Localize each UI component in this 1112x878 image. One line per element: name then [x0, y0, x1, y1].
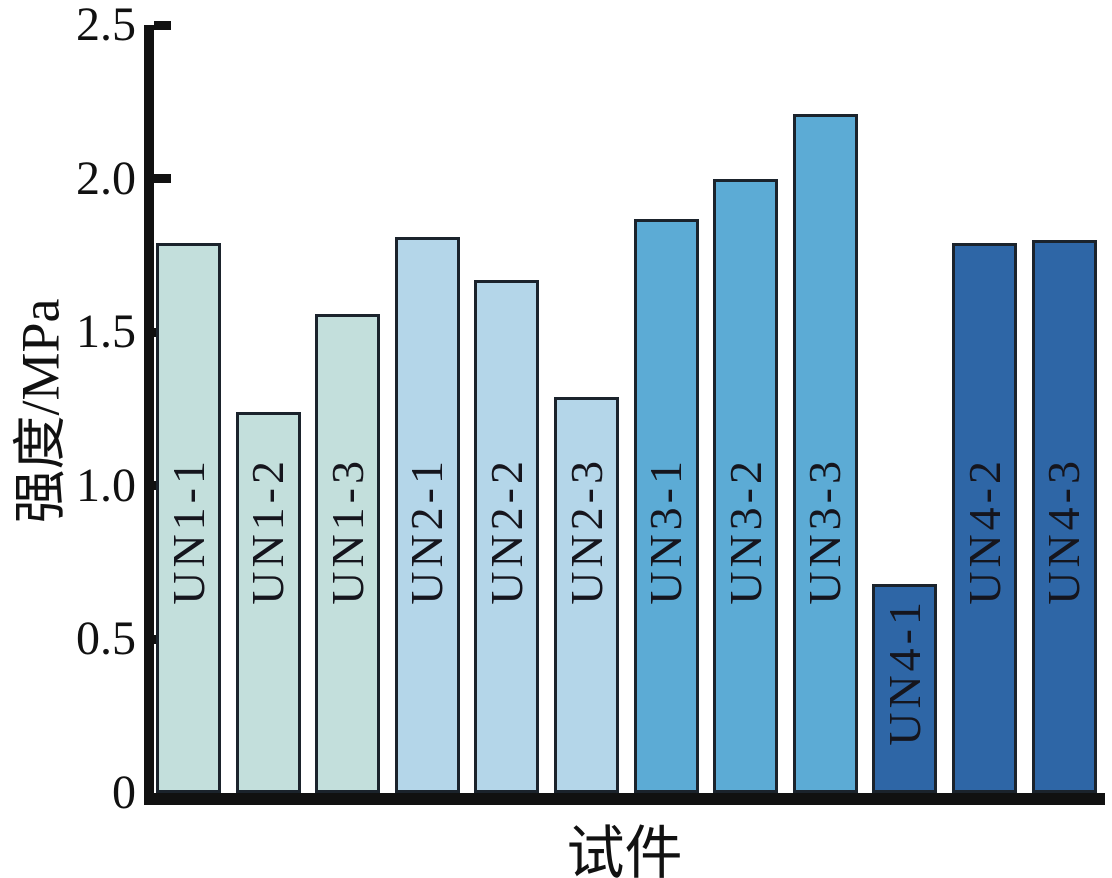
- bar: UN3-2: [713, 178, 779, 793]
- bar: UN4-3: [1031, 240, 1097, 793]
- bar: UN3-1: [633, 218, 699, 793]
- bar-label: UN3-1: [640, 457, 692, 605]
- x-axis-title: 试件: [566, 821, 683, 878]
- bar: UN2-2: [474, 279, 540, 793]
- bar-label: UN1-2: [242, 457, 294, 605]
- y-tick-label: 2.0: [76, 151, 136, 205]
- bar-label: UN2-3: [560, 457, 612, 605]
- y-tick-label: 0.5: [76, 612, 136, 666]
- bar-label: UN3-2: [719, 457, 771, 605]
- bar-label: UN2-1: [401, 457, 453, 605]
- bar: UN4-1: [872, 584, 938, 793]
- y-tick-label: 1.0: [76, 458, 136, 512]
- bar-label: UN4-1: [878, 598, 930, 747]
- bar: UN2-3: [554, 396, 619, 793]
- bar-label: UN1-3: [321, 457, 373, 605]
- bar: UN1-1: [156, 243, 221, 793]
- bar: UN1-3: [315, 313, 381, 793]
- bar-label: UN1-1: [162, 457, 214, 605]
- y-tick-label: 2.5: [76, 0, 136, 51]
- y-tick-mark: [154, 20, 171, 30]
- y-axis-line: [144, 25, 154, 805]
- bar-label: UN4-2: [958, 457, 1010, 605]
- bar: UN3-3: [792, 114, 858, 793]
- y-tick-label: 1.5: [76, 305, 136, 359]
- bar-label: UN3-3: [799, 457, 851, 605]
- y-tick-label: 0: [112, 766, 136, 819]
- bar: UN4-2: [952, 243, 1017, 793]
- y-tick-mark: [154, 174, 171, 184]
- bar-label: UN4-3: [1038, 457, 1090, 605]
- bar: UN2-1: [394, 236, 460, 793]
- bar: UN1-2: [235, 412, 301, 793]
- x-axis-line: [144, 793, 1105, 805]
- bar-label: UN2-2: [480, 457, 532, 605]
